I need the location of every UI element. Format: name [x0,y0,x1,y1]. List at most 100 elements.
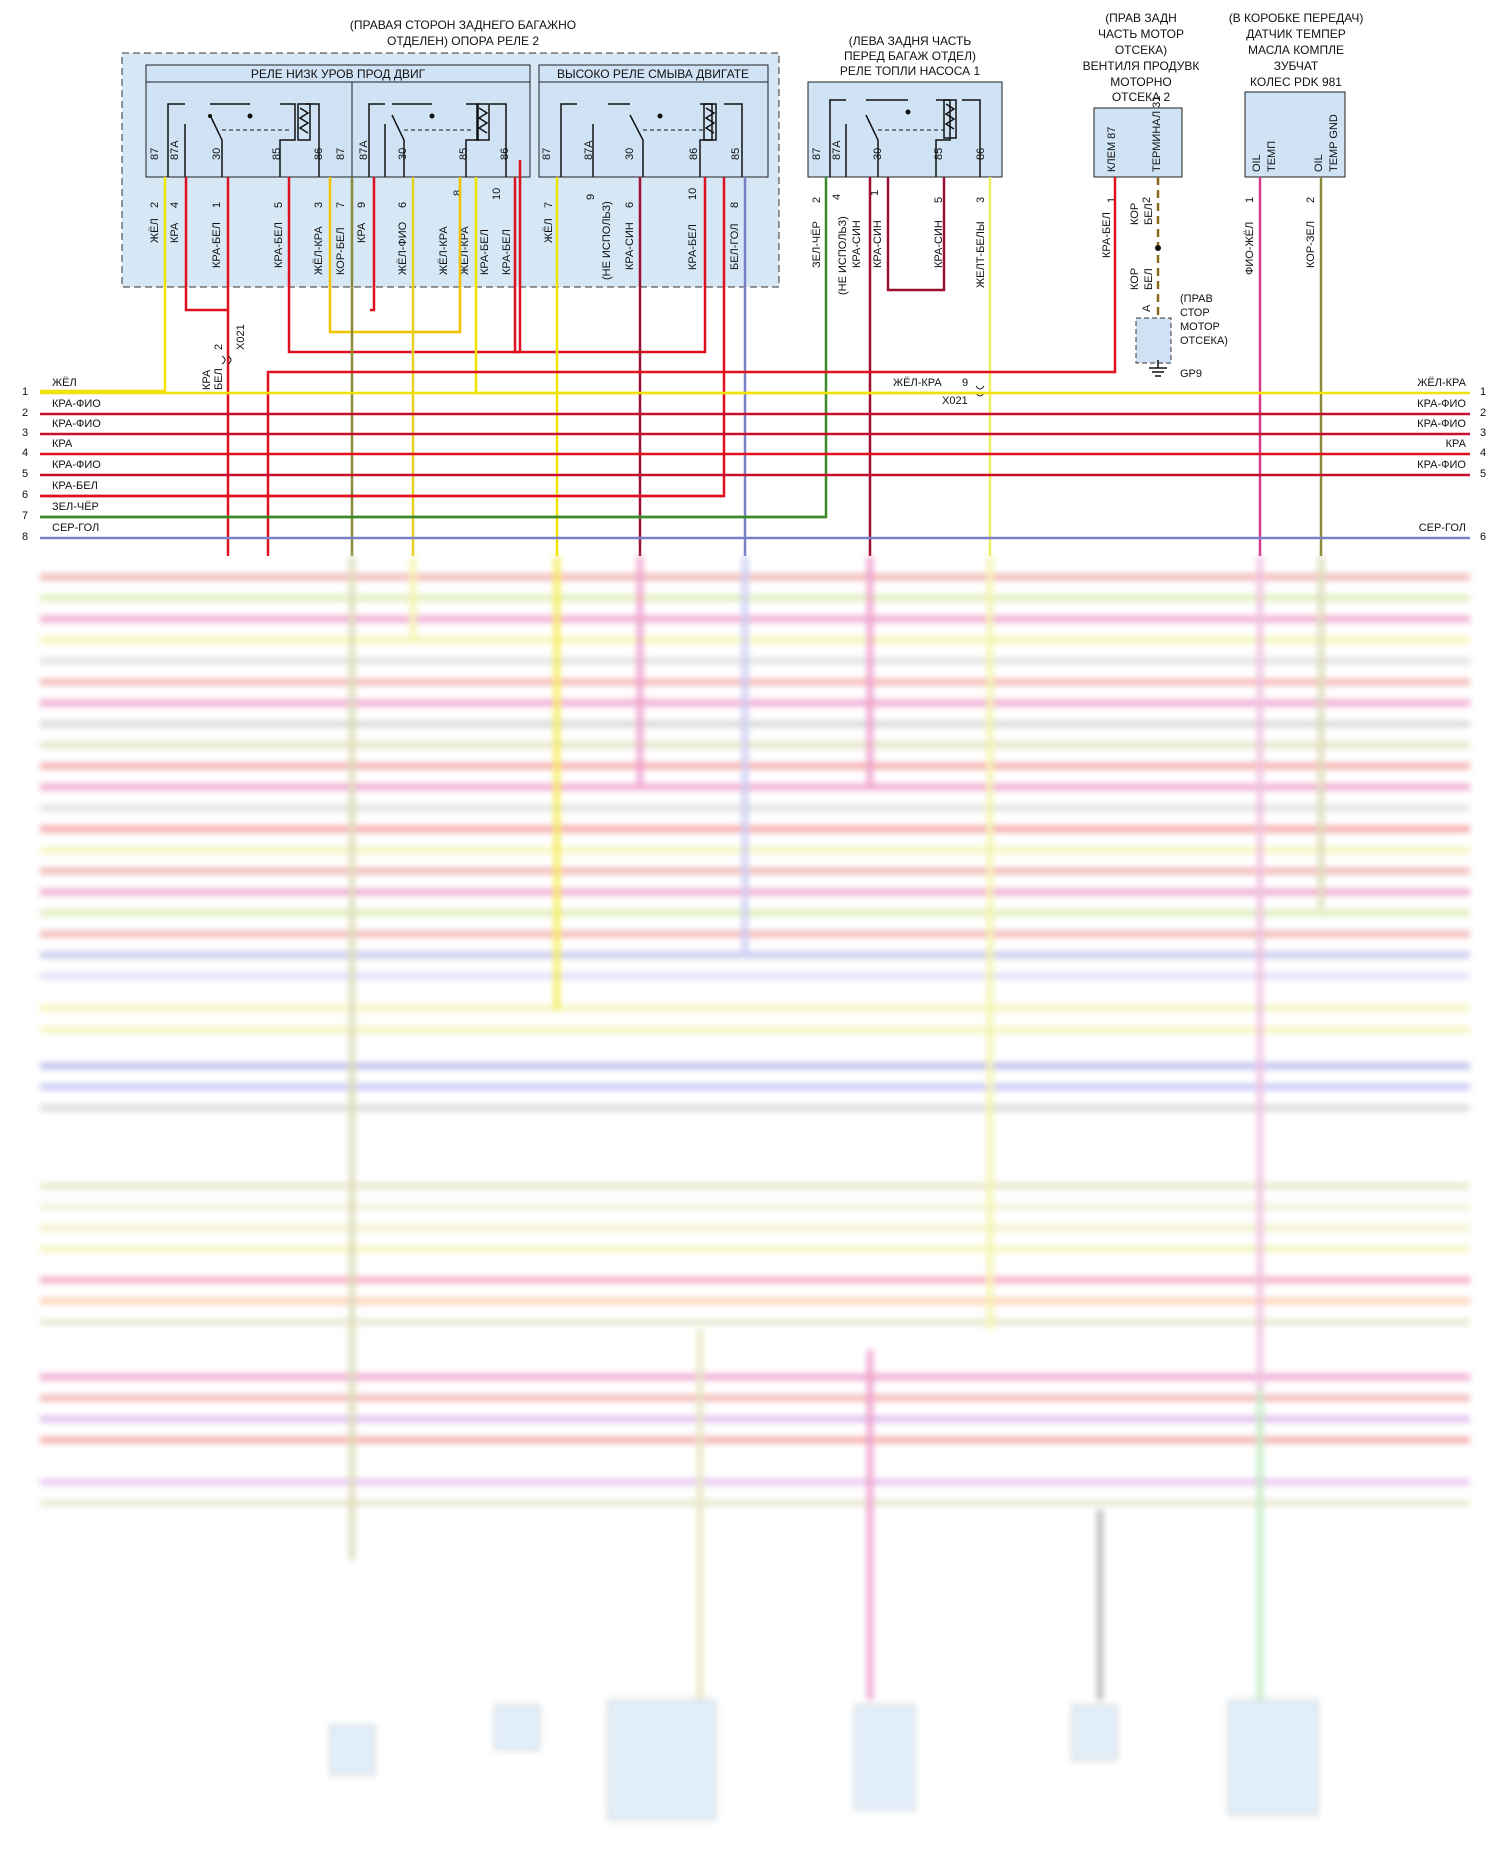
svg-text:КРА: КРА [1446,438,1467,450]
svg-text:ЗЕЛ-ЧЁР: ЗЕЛ-ЧЁР [811,221,823,268]
svg-text:2: 2 [1480,407,1486,419]
svg-text:КРА-СИН: КРА-СИН [872,220,884,268]
svg-text:БЕЛ: БЕЛ [1143,203,1155,225]
svg-text:87A: 87A [583,140,595,160]
relay-group-2-title-2: ПЕРЕД БАГАЖ ОТДЕЛ) [844,49,976,63]
svg-text:ТЕМП: ТЕМП [1266,141,1278,172]
svg-text:87: 87 [541,148,553,160]
svg-text:ВЕНТИЛЯ ПРОДУВК: ВЕНТИЛЯ ПРОДУВК [1083,59,1200,73]
obscured-components [329,1699,1319,1821]
svg-text:86: 86 [975,148,987,160]
svg-text:МОТОР: МОТОР [1180,321,1220,333]
svg-text:КРА-БЕЛ: КРА-БЕЛ [273,222,285,268]
svg-text:ЗЕЛ-ЧЁР: ЗЕЛ-ЧЁР [52,501,99,513]
relay-low-a-schematic [167,103,320,177]
svg-text:5: 5 [273,202,285,208]
svg-text:ЖЁЛ: ЖЁЛ [149,218,161,243]
svg-text:ЖЁЛ-КРА: ЖЁЛ-КРА [313,226,325,275]
bus-right-labels: ЖЁЛ-КРА 1 КРА-ФИО 2 КРА-ФИО 3 КРА 4 КРА-ФИО 5… [1417,377,1486,543]
svg-text:X021: X021 [235,324,247,350]
svg-text:ОТСЕКА 2: ОТСЕКА 2 [1112,90,1171,104]
relay-high-label: ВЫСОКО РЕЛЕ СМЫВА ДВИГАТЕ [557,67,749,81]
relay-low-label: РЕЛЕ НИЗК УРОВ ПРОД ДВИГ [251,67,426,81]
svg-text:КРА-ФИО: КРА-ФИО [52,418,101,430]
oil-temp-sensor [1244,91,1346,178]
svg-text:3: 3 [22,427,28,439]
svg-text:2: 2 [149,202,161,208]
svg-text:КРА: КРА [201,369,213,390]
relay-low-a [145,81,353,178]
svg-text:85: 85 [933,148,945,160]
svg-text:5: 5 [22,468,28,480]
relay-group-1-pins: 2 4 1 5 3 7 9 6 8 10 7 9 6 10 8 [149,188,741,208]
svg-text:86: 86 [688,148,700,160]
relay-group-2-title-3: РЕЛЕ ТОПЛИ НАСОСА 1 [840,64,981,78]
svg-text:ЖЁЛ-ФИО: ЖЁЛ-ФИО [397,221,409,275]
svg-text:ЖЁЛ-КРА: ЖЁЛ-КРА [459,226,471,275]
wiring-diagram-top: (ПРАВАЯ СТОРОН ЗАДНЕГО БАГАЖНО ОТДЕЛЕН) … [22,11,1486,556]
svg-text:СЕР-ГОЛ: СЕР-ГОЛ [52,522,99,534]
svg-text:ЖЁЛ-КРА: ЖЁЛ-КРА [893,377,942,389]
svg-text:3: 3 [1480,427,1486,439]
relay-group-1-terms: 87 87A 30 85 86 87 87A 30 85 86 87 87A 3… [149,140,742,160]
valve-wire-1: КРА-БЕЛ [1101,212,1113,258]
svg-text:КРА: КРА [169,222,181,243]
sensor-pin-2: 2 [1305,197,1317,203]
svg-text:6: 6 [1480,531,1486,543]
svg-text:9: 9 [356,202,368,208]
svg-text:ЧАСТЬ МОТОР: ЧАСТЬ МОТОР [1098,27,1184,41]
x021-connector-right: ЖЁЛ-КРА 9 X021 [893,377,985,407]
svg-text:85: 85 [730,148,742,160]
svg-text:КРА: КРА [356,222,368,243]
svg-text:2: 2 [213,344,225,350]
fuel-pump-relay [807,81,1003,178]
bus-left-labels: 1 ЖЁЛ 2 КРА-ФИО 3 КРА-ФИО 4 КРА 5 КРА-ФИО 6 КР… [22,377,101,543]
svg-text:ЗУБЧАТ: ЗУБЧАТ [1274,59,1319,73]
x021-connector-left: КРА БЕЛ 2 X021 [201,324,247,390]
svg-text:3: 3 [975,197,987,203]
svg-text:GP9: GP9 [1180,368,1202,380]
svg-text:87A: 87A [831,140,843,160]
sensor-wire-2: КОР-ЗЕЛ [1305,221,1317,268]
svg-text:КРА-БЕЛ: КРА-БЕЛ [501,229,513,275]
svg-text:КРА-ФИО: КРА-ФИО [52,398,101,410]
relay-low-b-schematic [368,103,507,177]
svg-text:8: 8 [729,202,741,208]
svg-text:6: 6 [397,202,409,208]
svg-text:БЕЛ-ГОЛ: БЕЛ-ГОЛ [729,224,741,270]
svg-text:ЖЁЛ: ЖЁЛ [543,218,555,243]
svg-text:4: 4 [1480,447,1486,459]
svg-text:ЖЁЛ-КРА: ЖЁЛ-КРА [1417,377,1466,389]
purge-valve [1093,107,1183,178]
relay-group-1-title-1: (ПРАВАЯ СТОРОН ЗАДНЕГО БАГАЖНО [350,18,576,32]
svg-text:ОТСЕКА): ОТСЕКА) [1115,43,1167,57]
svg-text:3: 3 [313,202,325,208]
valve-term-2: ТЕРМИНАЛ 31 [1151,96,1163,172]
svg-text:9: 9 [585,194,597,200]
svg-text:БЕЛ: БЕЛ [213,368,225,390]
svg-text:КРА-ФИО: КРА-ФИО [1417,459,1466,471]
valve-pin-1: 1 [1106,197,1118,203]
svg-text:7: 7 [335,202,347,208]
svg-text:КРА-СИН: КРА-СИН [851,220,863,268]
ground-icon [1149,360,1167,377]
svg-text:87A: 87A [169,140,181,160]
sensor-title: (В КОРОБКЕ ПЕРЕДАЧ) ДАТЧИК ТЕМПЕР МАСЛА … [1229,11,1364,89]
svg-text:БЕЛ: БЕЛ [1143,268,1155,290]
svg-text:СЕР-ГОЛ: СЕР-ГОЛ [1419,522,1466,534]
svg-text:(ПРАВ ЗАДН: (ПРАВ ЗАДН [1105,11,1177,25]
svg-text:6: 6 [22,489,28,501]
svg-text:87A: 87A [358,140,370,160]
svg-text:9: 9 [962,377,968,389]
relay-high-schematic [560,103,743,177]
sensor-pin-1: 1 [1244,197,1256,203]
svg-text:КРА-ФИО: КРА-ФИО [1417,398,1466,410]
svg-text:X021: X021 [942,395,968,407]
svg-text:КРА-СИН: КРА-СИН [624,222,636,270]
svg-text:1: 1 [22,386,28,398]
svg-text:7: 7 [22,510,28,522]
valve-pin-2: 2 [1141,197,1153,203]
svg-text:85: 85 [271,148,283,160]
svg-text:1: 1 [1480,386,1486,398]
